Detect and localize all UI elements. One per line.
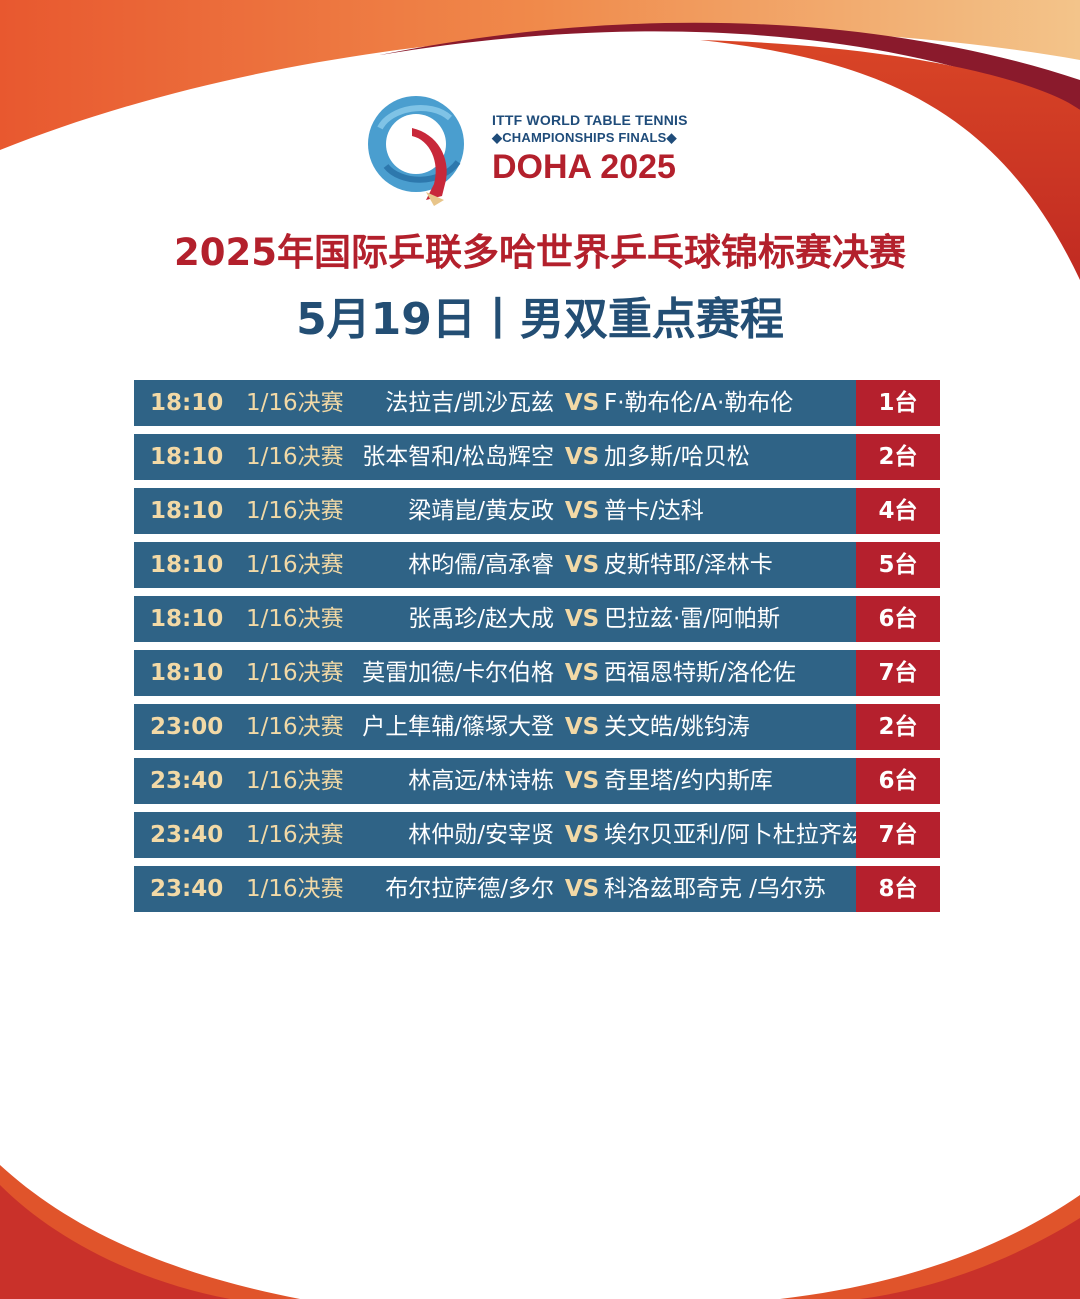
pair-2: 加多斯/哈贝松	[604, 444, 750, 470]
vs-label: VS	[564, 444, 600, 470]
vs-label: VS	[564, 822, 600, 848]
match-time: 18:10	[150, 444, 224, 470]
schedule-row: 23:40 1/16决赛 布尔拉萨德/多尔 VS 科洛兹耶奇克 /乌尔苏 8台	[134, 866, 940, 912]
vs-label: VS	[564, 606, 600, 632]
match-round: 1/16决赛	[246, 876, 344, 902]
page-subtitle: 5月19日丨男双重点赛程	[296, 294, 784, 345]
table-number: 2台	[856, 434, 940, 480]
page-title: 2025年国际乒联多哈世界乒乓球锦标赛决赛	[174, 231, 906, 274]
match-time: 23:00	[150, 714, 224, 740]
pair-1: 布尔拉萨德/多尔	[385, 876, 554, 902]
table-number: 7台	[856, 812, 940, 858]
table-number: 6台	[856, 596, 940, 642]
match-round: 1/16决赛	[246, 606, 344, 632]
table-number: 8台	[856, 866, 940, 912]
doha-2025-q-mark-icon	[368, 96, 464, 206]
vs-label: VS	[564, 660, 600, 686]
match-round: 1/16决赛	[246, 390, 344, 416]
pair-1: 户上隼辅/篠塚大登	[362, 714, 554, 740]
schedule-row: 18:10 1/16决赛 法拉吉/凯沙瓦兹 VS F·勒布伦/A·勒布伦 1台	[134, 380, 940, 426]
match-round: 1/16决赛	[246, 768, 344, 794]
pair-2: 巴拉兹·雷/阿帕斯	[604, 606, 781, 632]
schedule-row: 18:10 1/16决赛 林昀儒/高承睿 VS 皮斯特耶/泽林卡 5台	[134, 542, 940, 588]
match-time: 18:10	[150, 390, 224, 416]
vs-label: VS	[564, 498, 600, 524]
pair-1: 梁靖崑/黄友政	[408, 498, 554, 524]
match-round: 1/16决赛	[246, 552, 344, 578]
pair-1: 林仲勋/安宰贤	[408, 822, 554, 848]
logo-text-line2: ◆CHAMPIONSHIPS FINALS◆	[492, 130, 677, 145]
match-time: 23:40	[150, 876, 224, 902]
vs-label: VS	[564, 552, 600, 578]
pair-1: 张禹珍/赵大成	[408, 606, 554, 632]
match-time: 18:10	[150, 498, 224, 524]
pair-1: 林高远/林诗栋	[408, 768, 554, 794]
table-number: 4台	[856, 488, 940, 534]
match-time: 23:40	[150, 768, 224, 794]
schedule-row: 18:10 1/16决赛 张禹珍/赵大成 VS 巴拉兹·雷/阿帕斯 6台	[134, 596, 940, 642]
schedule-row: 23:40 1/16决赛 林仲勋/安宰贤 VS 埃尔贝亚利/阿卜杜拉齐兹 7台	[134, 812, 940, 858]
schedule-row: 18:10 1/16决赛 张本智和/松岛辉空 VS 加多斯/哈贝松 2台	[134, 434, 940, 480]
schedule-row: 23:40 1/16决赛 林高远/林诗栋 VS 奇里塔/约内斯库 6台	[134, 758, 940, 804]
pair-2: 科洛兹耶奇克 /乌尔苏	[604, 876, 827, 902]
schedule-row: 18:10 1/16决赛 莫雷加德/卡尔伯格 VS 西福恩特斯/洛伦佐 7台	[134, 650, 940, 696]
match-time: 18:10	[150, 660, 224, 686]
table-number: 7台	[856, 650, 940, 696]
match-round: 1/16决赛	[246, 660, 344, 686]
pair-1: 莫雷加德/卡尔伯格	[362, 660, 554, 686]
match-round: 1/16决赛	[246, 714, 344, 740]
pair-2: 关文皓/姚钧涛	[604, 714, 750, 740]
pair-2: 普卡/达科	[604, 498, 704, 524]
pair-2: 埃尔贝亚利/阿卜杜拉齐兹	[604, 822, 856, 848]
table-number: 5台	[856, 542, 940, 588]
vs-label: VS	[564, 768, 600, 794]
table-number: 6台	[856, 758, 940, 804]
vs-label: VS	[564, 390, 600, 416]
match-time: 18:10	[150, 606, 224, 632]
logo-text-line1: ITTF WORLD TABLE TENNIS	[492, 112, 688, 128]
event-logo: ITTF WORLD TABLE TENNIS ◆CHAMPIONSHIPS F…	[360, 88, 720, 208]
pair-1: 林昀儒/高承睿	[408, 552, 554, 578]
match-time: 23:40	[150, 822, 224, 848]
schedule-row: 18:10 1/16决赛 梁靖崑/黄友政 VS 普卡/达科 4台	[134, 488, 940, 534]
schedule-row: 23:00 1/16决赛 户上隼辅/篠塚大登 VS 关文皓/姚钧涛 2台	[134, 704, 940, 750]
match-round: 1/16决赛	[246, 444, 344, 470]
match-round: 1/16决赛	[246, 498, 344, 524]
pair-1: 法拉吉/凯沙瓦兹	[385, 390, 554, 416]
pair-2: 皮斯特耶/泽林卡	[604, 552, 773, 578]
pair-2: 西福恩特斯/洛伦佐	[604, 660, 796, 686]
logo-text-line3: DOHA 2025	[492, 148, 676, 186]
match-round: 1/16决赛	[246, 822, 344, 848]
pair-2: F·勒布伦/A·勒布伦	[604, 390, 794, 416]
table-number: 1台	[856, 380, 940, 426]
pair-1: 张本智和/松岛辉空	[362, 444, 554, 470]
pair-2: 奇里塔/约内斯库	[604, 768, 773, 794]
table-number: 2台	[856, 704, 940, 750]
schedule-table: 18:10 1/16决赛 法拉吉/凯沙瓦兹 VS F·勒布伦/A·勒布伦 1台 18:10 1…	[134, 380, 940, 920]
vs-label: VS	[564, 876, 600, 902]
match-time: 18:10	[150, 552, 224, 578]
vs-label: VS	[564, 714, 600, 740]
